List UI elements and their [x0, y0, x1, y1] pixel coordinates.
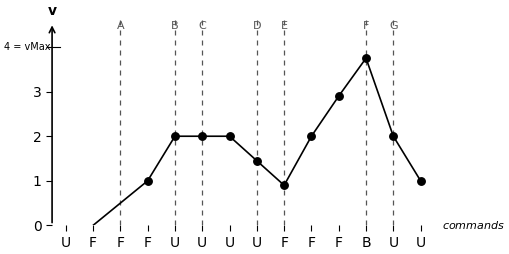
Text: $\it{commands}$: $\it{commands}$	[442, 219, 504, 231]
Text: C: C	[198, 21, 206, 31]
Point	[143, 179, 151, 183]
Point	[307, 134, 315, 138]
Point	[225, 134, 233, 138]
Point	[171, 134, 179, 138]
Text: G: G	[388, 21, 397, 31]
Point	[361, 56, 370, 60]
Point	[334, 94, 342, 98]
Point	[416, 179, 424, 183]
Point	[279, 183, 288, 187]
Text: 4 = vMax: 4 = vMax	[4, 42, 50, 52]
Point	[388, 134, 397, 138]
Text: B: B	[171, 21, 178, 31]
Text: F: F	[362, 21, 369, 31]
Text: E: E	[280, 21, 287, 31]
Text: $\mathbf{v}$: $\mathbf{v}$	[46, 4, 58, 18]
Text: A: A	[116, 21, 124, 31]
Point	[198, 134, 206, 138]
Point	[252, 159, 261, 163]
Text: D: D	[252, 21, 261, 31]
